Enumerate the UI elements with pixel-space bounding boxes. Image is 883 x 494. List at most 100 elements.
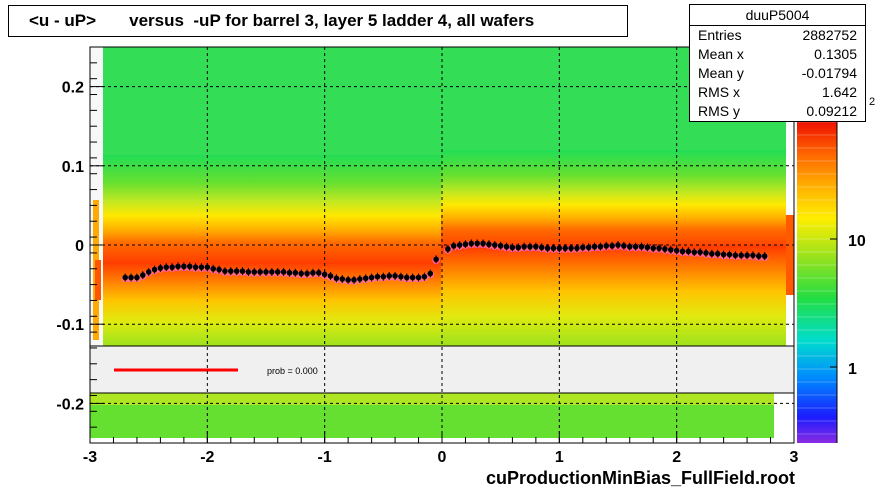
profile-point xyxy=(468,240,475,247)
profile-point xyxy=(492,242,498,248)
profile-point xyxy=(128,274,134,281)
fit-legend-text: prob = 0.000 xyxy=(267,366,318,376)
stats-value: 0.09212 xyxy=(806,103,857,119)
profile-point xyxy=(421,273,428,280)
profile-point xyxy=(380,273,387,280)
profile-point xyxy=(357,276,363,282)
profile-point xyxy=(163,264,170,270)
profile-point xyxy=(404,274,410,281)
profile-point xyxy=(462,241,469,248)
x-tick-label: 1 xyxy=(555,449,564,466)
profile-point xyxy=(527,243,533,250)
profile-point xyxy=(351,277,357,283)
profile-point xyxy=(374,273,381,280)
profile-point xyxy=(339,276,346,282)
profile-point xyxy=(151,266,158,273)
y-tick-label: 0.1 xyxy=(62,159,84,176)
profile-point xyxy=(533,243,539,250)
stats-name: duuP5004 xyxy=(690,5,865,26)
profile-point xyxy=(280,269,287,275)
profile-point xyxy=(732,252,739,259)
profile-point xyxy=(433,256,439,263)
z-exponent: 2 xyxy=(869,96,875,108)
y-tick-label: -0.2 xyxy=(56,396,84,413)
stats-label: Mean y xyxy=(698,65,744,81)
profile-point xyxy=(368,274,375,281)
profile-point xyxy=(362,275,369,282)
y-axis: 0.2 0.1 0 -0.1 -0.2 xyxy=(56,46,104,444)
profile-point xyxy=(474,240,481,247)
profile-point xyxy=(662,246,668,252)
profile-point xyxy=(486,241,492,248)
profile-point xyxy=(122,274,128,281)
profile-point xyxy=(615,242,621,248)
profile-point xyxy=(703,250,709,256)
profile-point xyxy=(668,246,674,253)
profile-point xyxy=(427,270,434,277)
profile-point xyxy=(679,248,686,255)
color-palette: 1 10 2 xyxy=(797,96,875,443)
profile-point xyxy=(744,252,750,259)
profile-point xyxy=(720,251,727,258)
stats-label: RMS y xyxy=(698,103,740,119)
profile-point xyxy=(409,274,416,281)
stats-label: Mean x xyxy=(698,46,744,62)
profile-point xyxy=(263,269,269,275)
profile-point xyxy=(198,264,205,270)
profile-point xyxy=(257,269,263,275)
profile-point xyxy=(544,245,551,251)
profile-point xyxy=(556,245,563,251)
profile-point xyxy=(550,245,557,251)
profile-point xyxy=(304,270,310,277)
profile-point xyxy=(691,249,698,255)
profile-point xyxy=(497,242,504,249)
profile-point xyxy=(568,245,574,251)
chart-title: <u - uP> versus -uP for barrel 3, layer … xyxy=(8,5,628,37)
profile-point xyxy=(228,268,234,274)
profile-point xyxy=(175,263,181,270)
x-tick-label: -2 xyxy=(200,449,214,466)
stats-value: -0.01794 xyxy=(801,65,857,81)
stats-row: RMS y 0.09212 xyxy=(690,102,865,121)
profile-point xyxy=(673,247,680,254)
profile-point xyxy=(656,245,662,251)
profile-point xyxy=(585,244,592,251)
x-tick-label: -1 xyxy=(318,449,332,466)
profile-series xyxy=(121,239,769,285)
profile-point xyxy=(251,269,258,275)
profile-point xyxy=(750,252,756,259)
stats-value: 2882752 xyxy=(802,27,857,43)
x-tick-label: 0 xyxy=(438,449,447,466)
profile-point xyxy=(574,245,580,251)
x-tick-label: 3 xyxy=(790,449,799,466)
profile-point xyxy=(181,263,187,270)
profile-point xyxy=(603,242,610,249)
profile-point xyxy=(609,242,615,249)
profile-point xyxy=(515,244,522,251)
profile-point xyxy=(316,269,322,276)
profile-point xyxy=(714,250,721,257)
profile-point xyxy=(204,264,211,270)
stats-row: Mean x 0.1305 xyxy=(690,45,865,64)
profile-point xyxy=(186,263,193,270)
profile-point xyxy=(650,245,656,251)
profile-point xyxy=(621,242,627,249)
profile-point xyxy=(709,250,715,257)
stats-box: duuP5004 Entries 2882752 Mean x 0.1305 Mea… xyxy=(689,4,866,122)
profile-point xyxy=(333,275,340,282)
profile-point xyxy=(210,265,216,272)
profile-point xyxy=(738,252,744,259)
profile-point xyxy=(638,243,645,250)
profile-point xyxy=(345,277,351,283)
profile-point xyxy=(626,243,633,250)
stats-row: Entries 2882752 xyxy=(690,26,865,45)
profile-point xyxy=(503,243,510,250)
stats-label: RMS x xyxy=(698,84,740,100)
y-tick-label: 0 xyxy=(75,238,84,255)
stats-label: Entries xyxy=(698,27,742,43)
profile-point xyxy=(697,249,703,255)
profile-point xyxy=(145,269,152,275)
profile-point xyxy=(756,253,762,259)
profile-point xyxy=(298,270,305,277)
profile-point xyxy=(480,240,486,247)
